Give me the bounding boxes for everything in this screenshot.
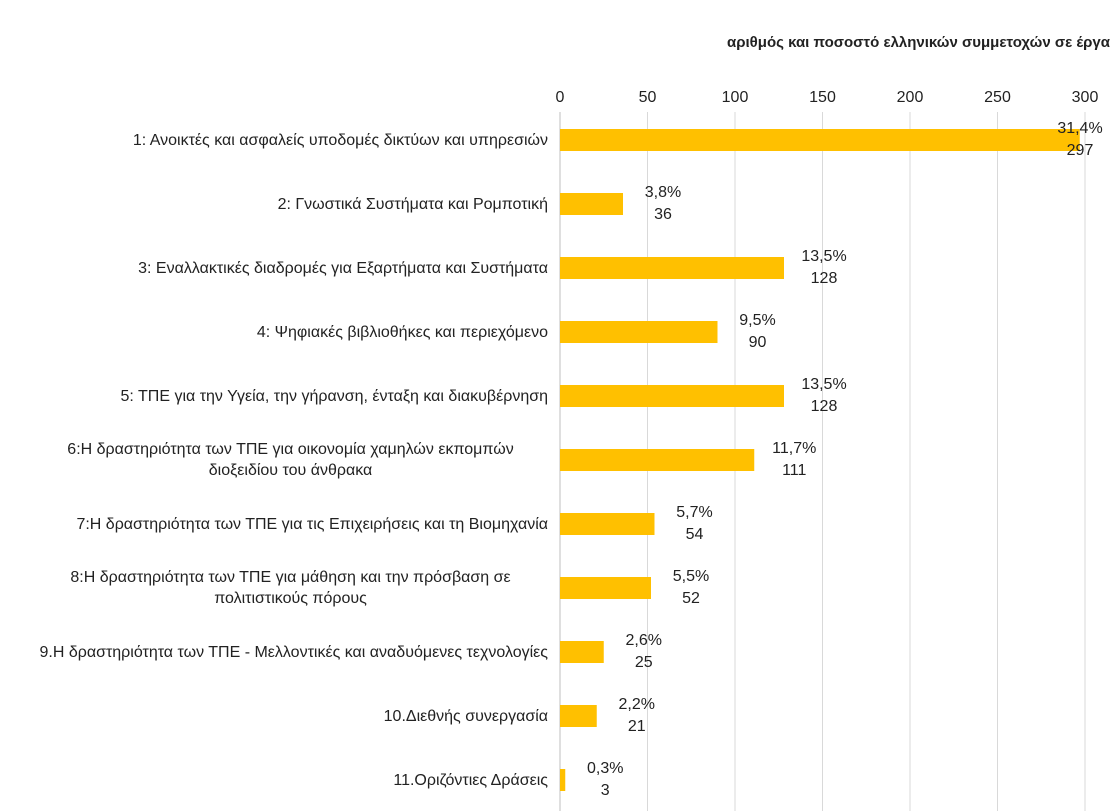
x-tick-label: 300 [1072,89,1099,106]
x-tick-label: 50 [639,89,657,106]
bar [560,449,755,471]
percent-label: 9,5% [739,312,775,329]
x-tick-label: 200 [897,89,924,106]
value-label: 90 [749,334,767,351]
percent-label: 0,3% [587,760,623,777]
percent-label: 13,5% [801,248,846,265]
category-label-box: 8:Η δραστηριότητα των ΤΠΕ για μάθηση και… [0,563,548,613]
category-label: 6:Η δραστηριότητα των ΤΠΕ για οικονομία … [67,441,514,479]
category-label-box: 2: Γνωστικά Συστήματα και Ρομποτική [0,179,548,229]
x-tick-label: 0 [556,89,565,106]
category-label: 11.Οριζόντιες Δράσεις [393,771,548,789]
value-label: 52 [682,590,700,607]
category-label: 3: Εναλλακτικές διαδρομές για Εξαρτήματα… [138,259,548,277]
bar [560,321,718,343]
value-label: 111 [782,462,806,479]
category-label-box: 5: ΤΠΕ για την Υγεία, την γήρανση, ένταξ… [0,371,549,421]
category-label-box: 10.Διεθνής συνεργασία [0,691,548,741]
category-label-box: 4: Ψηφιακές βιβλιοθήκες και περιεχόμενο [0,307,548,357]
percent-label: 2,2% [619,696,655,713]
bar [560,129,1080,151]
bar [560,705,597,727]
bar [560,513,655,535]
category-label-box: 6:Η δραστηριότητα των ΤΠΕ για οικονομία … [0,435,548,485]
x-tick-label: 250 [984,89,1011,106]
value-label: 54 [686,526,704,543]
category-label: 10.Διεθνής συνεργασία [383,707,548,725]
value-label: 128 [811,398,838,415]
category-label: 7:Η δραστηριότητα των ΤΠΕ για τις Επιχει… [76,515,548,533]
percent-label: 3,8% [645,184,681,201]
category-label: 2: Γνωστικά Συστήματα και Ρομποτική [277,195,548,213]
percent-label: 31,4% [1057,120,1102,137]
value-label: 21 [628,718,646,735]
bar [560,769,566,791]
value-label: 128 [811,270,838,287]
category-label-box: 11.Οριζόντιες Δράσεις [0,755,548,805]
category-label-box: 1: Ανοικτές και ασφαλείς υποδομές δικτύω… [0,115,548,165]
x-tick-label: 150 [809,89,836,106]
percent-label: 5,7% [676,504,712,521]
category-label: 1: Ανοικτές και ασφαλείς υποδομές δικτύω… [132,131,548,149]
category-label: 9.Η δραστηριότητα των ΤΠΕ - Μελλοντικές … [39,643,548,661]
percent-label: 5,5% [673,568,709,585]
chart-title: αριθμός και ποσοστό ελληνικών συμμετοχών… [727,34,1111,51]
category-label-box: 3: Εναλλακτικές διαδρομές για Εξαρτήματα… [0,243,548,293]
value-label: 25 [635,654,653,671]
bar [560,385,784,407]
category-label-box: 7:Η δραστηριότητα των ΤΠΕ για τις Επιχει… [0,499,548,549]
category-label-box: 9.Η δραστηριότητα των ΤΠΕ - Μελλοντικές … [0,627,548,677]
x-tick-label: 100 [722,89,749,106]
value-label: 3 [601,782,610,799]
bar [560,257,784,279]
bar [560,193,623,215]
category-label: 4: Ψηφιακές βιβλιοθήκες και περιεχόμενο [256,323,548,341]
bar [560,641,604,663]
bar [560,577,651,599]
value-label: 36 [654,206,672,223]
category-label: 5: ΤΠΕ για την Υγεία, την γήρανση, ένταξ… [120,387,549,405]
percent-label: 11,7% [772,440,816,457]
percent-label: 2,6% [626,632,662,649]
value-label: 297 [1067,142,1094,159]
category-label: 8:Η δραστηριότητα των ΤΠΕ για μάθηση και… [70,569,511,607]
percent-label: 13,5% [801,376,846,393]
